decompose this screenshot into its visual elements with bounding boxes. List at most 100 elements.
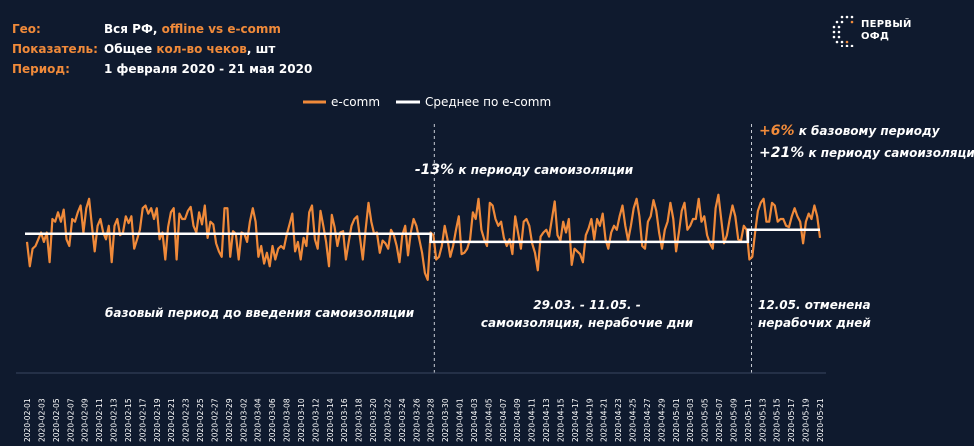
x-tick-label: 2020-02-05 xyxy=(52,398,61,442)
meta-geo-value: Вся РФ, offline vs e-comm xyxy=(104,19,281,39)
logo-line2: ОФД xyxy=(861,31,890,42)
annotation-base-period: базовый период до введения самоизоляции xyxy=(105,306,415,320)
x-tick-label: 2020-02-07 xyxy=(66,398,75,442)
x-tick-label: 2020-05-21 xyxy=(816,398,825,442)
x-tick-label: 2020-05-05 xyxy=(701,398,710,442)
x-tick-label: 2020-03-28 xyxy=(427,398,436,442)
annotation-post-isolation: 12.05. отменена нерабочих дней xyxy=(758,296,871,332)
annotation-change-base: +6% к базовому периоду xyxy=(759,120,974,142)
annotation-change-isolation-text: к периоду самоизоляции xyxy=(458,163,634,177)
logo-text: ПЕРВЫЙ ОФД xyxy=(861,19,912,43)
x-tick-label: 2020-04-03 xyxy=(470,398,479,442)
x-tick-label: 2020-03-10 xyxy=(297,398,306,442)
meta-metric-key: Показатель: xyxy=(12,42,98,56)
annotation-post-isolation-change: +6% к базовому периоду +21% к периоду са… xyxy=(759,120,974,164)
x-tick-label: 2020-04-21 xyxy=(600,398,609,442)
series-line-average xyxy=(25,228,820,244)
x-tick-label: 2020-03-18 xyxy=(355,398,364,442)
x-tick-label: 2020-05-17 xyxy=(787,398,796,442)
average-step-line xyxy=(25,228,820,244)
annotation-change-isolation: -13% к периоду самоизоляции xyxy=(415,162,633,178)
x-tick-label: 2020-02-27 xyxy=(210,398,219,442)
x-tick-label: 2020-04-25 xyxy=(629,398,638,442)
annotation-change-iso-value: +21% xyxy=(759,145,805,161)
company-logo: ПЕРВЫЙ ОФД xyxy=(832,15,912,47)
meta-geo-key: Гео: xyxy=(12,22,41,36)
x-tick-label: 2020-03-14 xyxy=(326,398,335,442)
meta-geo-value-b: offline vs e-comm xyxy=(161,22,281,36)
annotation-isolation-line1: 29.03. - 11.05. - xyxy=(533,298,641,312)
x-tick-label: 2020-03-12 xyxy=(311,398,320,442)
annotation-change-isolation-value: -13% xyxy=(414,162,455,178)
legend-label-e-comm: e-comm xyxy=(331,95,380,109)
x-tick-label: 2020-04-05 xyxy=(484,398,493,442)
meta-metric-value-a: Общее xyxy=(104,42,153,56)
x-tick-label: 2020-03-30 xyxy=(441,398,450,442)
x-tick-label: 2020-04-29 xyxy=(657,398,666,442)
x-tick-label: 2020-02-19 xyxy=(153,398,162,442)
x-tick-label: 2020-04-19 xyxy=(585,398,594,442)
x-tick-label: 2020-03-24 xyxy=(398,398,407,442)
x-tick-label: 2020-03-26 xyxy=(412,398,421,442)
x-tick-label: 2020-04-17 xyxy=(571,398,580,442)
annotation-change-iso-text: к периоду самоизоляции xyxy=(808,146,974,160)
x-tick-label: 2020-04-27 xyxy=(643,398,652,442)
x-tick-label: 2020-05-15 xyxy=(773,398,782,442)
annotation-isolation-line2: самоизоляция, нерабочие дни xyxy=(480,316,694,330)
x-tick-label: 2020-02-03 xyxy=(37,398,46,442)
x-tick-label: 2020-05-01 xyxy=(672,398,681,442)
x-tick-label: 2020-03-06 xyxy=(268,398,277,442)
meta-metric: Показатель: Общее кол-во чеков, шт xyxy=(12,39,312,59)
x-tick-label: 2020-02-29 xyxy=(225,398,234,442)
x-tick-label: 2020-04-01 xyxy=(456,398,465,442)
annotation-post-line1: 12.05. отменена xyxy=(758,298,871,312)
x-tick-label: 2020-03-16 xyxy=(340,398,349,442)
x-tick-label: 2020-03-22 xyxy=(384,398,393,442)
x-tick-label: 2020-02-01 xyxy=(23,398,32,442)
annotation-change-iso: +21% к периоду самоизоляции xyxy=(759,142,974,164)
meta-period: Период: 1 февраля 2020 - 21 мая 2020 xyxy=(12,59,312,79)
x-tick-label: 2020-03-08 xyxy=(283,398,292,442)
x-tick-label: 2020-03-04 xyxy=(254,398,263,442)
x-tick-label: 2020-02-11 xyxy=(95,398,104,442)
series-line-e-comm xyxy=(25,193,822,281)
x-tick-label: 2020-04-07 xyxy=(499,398,508,442)
x-tick-label: 2020-05-09 xyxy=(730,398,739,442)
logo-dots-icon xyxy=(832,15,854,47)
x-tick-label: 2020-04-23 xyxy=(614,398,623,442)
meta-period-key: Период: xyxy=(12,62,70,76)
x-tick-label: 2020-05-19 xyxy=(802,398,811,442)
x-tick-label: 2020-02-15 xyxy=(124,398,133,442)
meta-metric-value-c: , шт xyxy=(246,42,276,56)
x-tick-label: 2020-03-20 xyxy=(369,398,378,442)
x-tick-label: 2020-02-25 xyxy=(196,398,205,442)
legend-label-average: Среднее по e-comm xyxy=(425,95,551,109)
annotation-isolation-period: 29.03. - 11.05. - самоизоляция, нерабочи… xyxy=(481,296,693,332)
meta-metric-value: Общее кол-во чеков, шт xyxy=(104,39,275,59)
x-axis-tick-labels: 2020-02-01 2020-02-03 2020-02-05 2020-02-07… xyxy=(23,398,825,442)
meta-period-value: 1 февраля 2020 - 21 мая 2020 xyxy=(104,62,313,76)
x-tick-label: 2020-05-03 xyxy=(686,398,695,442)
x-tick-label: 2020-02-13 xyxy=(110,398,119,442)
annotation-post-line2: нерабочих дней xyxy=(758,316,871,330)
x-tick-label: 2020-04-09 xyxy=(513,398,522,442)
meta-metric-value-b: кол-во чеков xyxy=(156,42,247,56)
x-tick-label: 2020-02-23 xyxy=(182,398,191,442)
x-tick-label: 2020-02-17 xyxy=(138,398,147,442)
x-tick-label: 2020-05-11 xyxy=(744,398,753,442)
x-tick-label: 2020-02-09 xyxy=(81,398,90,442)
legend: e-comm Среднее по e-comm xyxy=(303,95,551,109)
chart-meta: Гео: Вся РФ, offline vs e-comm Показател… xyxy=(12,19,312,79)
x-tick-label: 2020-03-02 xyxy=(239,398,248,442)
x-tick-label: 2020-02-21 xyxy=(167,398,176,442)
x-tick-label: 2020-04-13 xyxy=(542,398,551,442)
meta-geo-value-a: Вся РФ, xyxy=(104,22,158,36)
x-tick-label: 2020-05-13 xyxy=(758,398,767,442)
x-tick-label: 2020-04-15 xyxy=(557,398,566,442)
meta-geo: Гео: Вся РФ, offline vs e-comm xyxy=(12,19,312,39)
annotation-change-base-value: +6% xyxy=(759,123,795,139)
x-tick-label: 2020-05-07 xyxy=(715,398,724,442)
x-tick-label: 2020-04-11 xyxy=(528,398,537,442)
annotation-change-base-text: к базовому периоду xyxy=(798,124,940,138)
